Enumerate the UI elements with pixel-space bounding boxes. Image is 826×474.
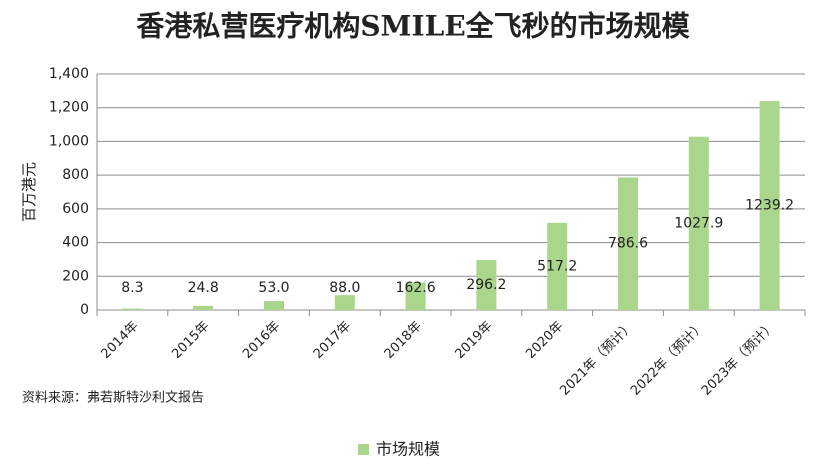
y-axis-label: 百万港元 xyxy=(20,162,38,222)
bar xyxy=(193,305,214,310)
data-label: 88.0 xyxy=(329,280,360,296)
y-tick-label: 800 xyxy=(62,167,89,183)
y-tick-label: 1,200 xyxy=(49,100,89,116)
bar xyxy=(334,295,355,310)
y-tick-label: 200 xyxy=(62,268,89,284)
x-tick-label: 2017年 xyxy=(311,319,354,362)
x-tick-label: 2016年 xyxy=(240,319,283,362)
data-label: 8.3 xyxy=(121,280,143,296)
data-label: 1239.2 xyxy=(745,198,794,214)
data-label: 1027.9 xyxy=(674,215,723,231)
bar xyxy=(476,260,497,310)
y-tick-label: 1,400 xyxy=(49,66,89,82)
data-label: 786.6 xyxy=(608,236,648,252)
chart-title: 香港私营医疗机构SMILE全飞秒的市场规模 xyxy=(136,10,690,43)
source-note: 资料来源：弗若斯特沙利文报告 xyxy=(22,390,204,406)
data-label: 296.2 xyxy=(466,277,506,293)
x-tick-label: 2023年（预计） xyxy=(699,319,779,399)
y-tick-label: 400 xyxy=(62,235,89,251)
y-tick-label: 0 xyxy=(80,302,89,318)
x-tick-label: 2019年 xyxy=(453,319,496,362)
y-tick-label: 1,000 xyxy=(49,133,89,149)
bar xyxy=(405,282,426,310)
legend-swatch xyxy=(358,444,369,455)
data-label: 24.8 xyxy=(188,280,219,296)
x-tick-label: 2018年 xyxy=(382,319,425,362)
x-tick-label: 2022年（预计） xyxy=(628,319,708,399)
bar xyxy=(264,301,284,310)
y-tick-label: 600 xyxy=(62,201,89,217)
x-tick-label: 2015年 xyxy=(169,319,212,362)
bar xyxy=(547,222,568,310)
data-label: 517.2 xyxy=(537,258,577,274)
x-tick-label: 2021年（预计） xyxy=(557,319,637,399)
data-label: 162.6 xyxy=(396,280,436,296)
x-tick-label: 2020年 xyxy=(523,319,566,362)
legend-label: 市场规模 xyxy=(376,440,440,459)
bar xyxy=(688,136,709,310)
bar xyxy=(759,101,780,310)
data-label: 53.0 xyxy=(258,280,289,296)
bar xyxy=(618,177,638,310)
x-tick-label: 2014年 xyxy=(99,319,142,362)
bar xyxy=(122,308,143,310)
